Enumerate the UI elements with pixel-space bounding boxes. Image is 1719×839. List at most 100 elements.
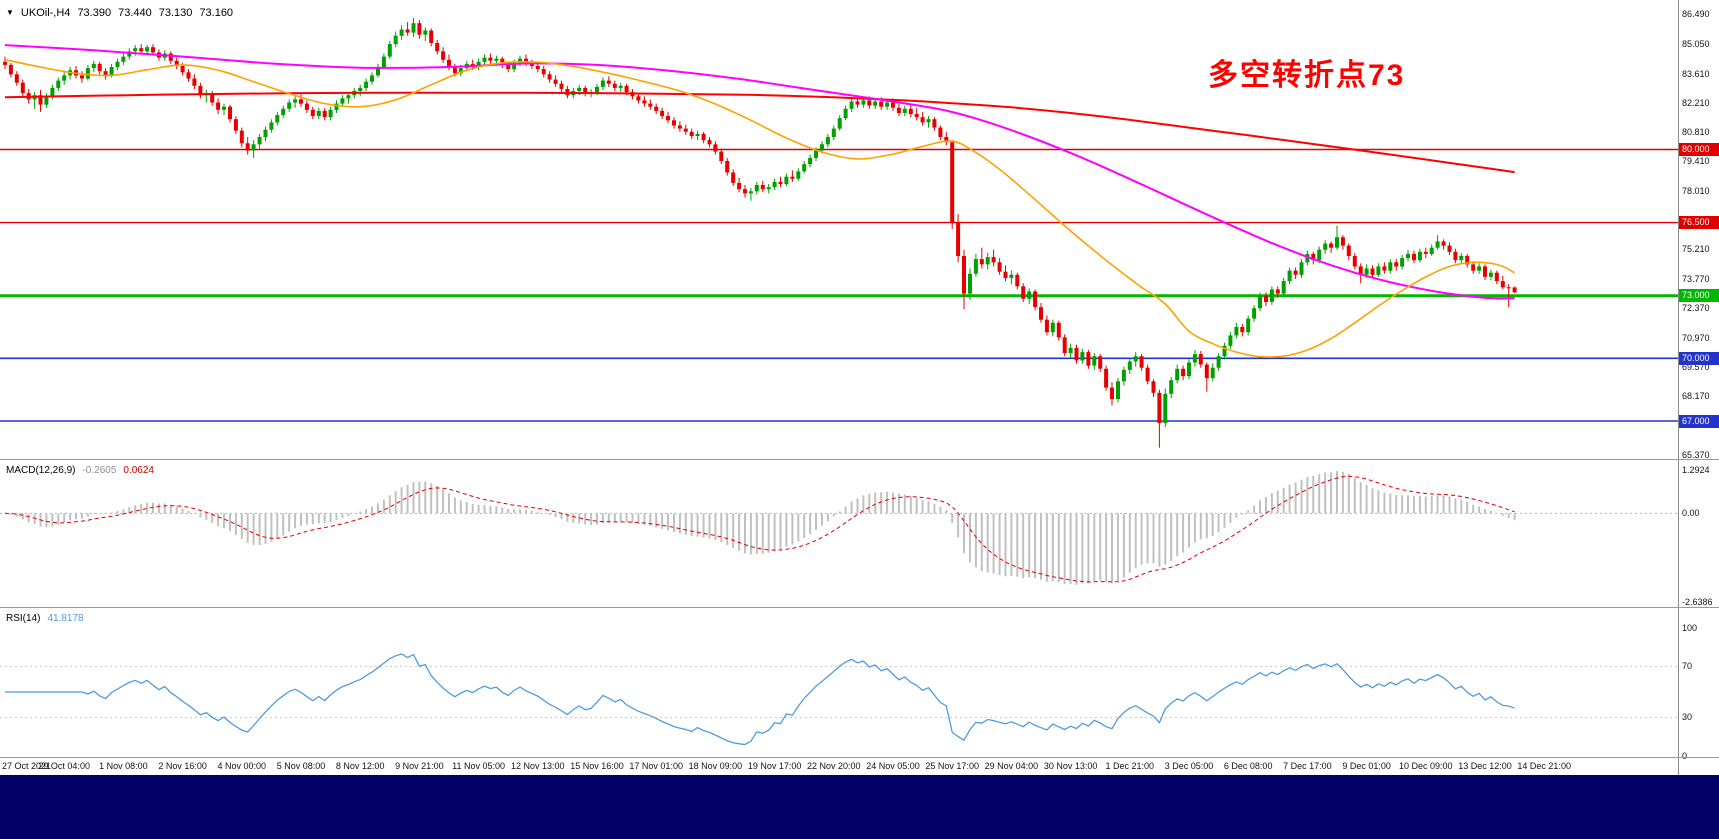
candle bbox=[790, 176, 795, 179]
price-level-tag[interactable]: 67.000 bbox=[1679, 414, 1719, 428]
candle bbox=[1210, 367, 1215, 379]
candle bbox=[808, 157, 813, 165]
price-axis-label: 82.210 bbox=[1682, 97, 1710, 108]
price-axis-label: 65.370 bbox=[1682, 449, 1710, 460]
candle bbox=[814, 150, 818, 158]
price-axis-label: 68.170 bbox=[1682, 391, 1710, 401]
candle bbox=[458, 68, 463, 74]
candle bbox=[304, 103, 309, 110]
candle bbox=[1198, 354, 1203, 365]
time-axis-label: 13 Dec 12:00 bbox=[1458, 761, 1512, 771]
candle bbox=[914, 114, 919, 118]
ohlc-open: 73.390 bbox=[77, 7, 112, 19]
candle bbox=[985, 257, 990, 265]
macd-plot[interactable] bbox=[0, 460, 1678, 608]
candle bbox=[287, 102, 292, 109]
candle bbox=[1133, 356, 1138, 362]
main-plot[interactable] bbox=[0, 0, 1678, 460]
candle bbox=[713, 144, 718, 152]
candle bbox=[1003, 271, 1008, 278]
candle bbox=[1293, 270, 1298, 275]
candle bbox=[1423, 251, 1428, 254]
candle bbox=[1027, 291, 1032, 299]
candle bbox=[873, 101, 878, 106]
time-axis-label: 30 Nov 13:00 bbox=[1043, 761, 1098, 771]
candle bbox=[1169, 380, 1174, 394]
candle bbox=[447, 59, 451, 67]
price-level-tag[interactable]: 76.500 bbox=[1679, 216, 1719, 230]
candle bbox=[1506, 287, 1511, 289]
candle bbox=[1364, 268, 1369, 275]
candle bbox=[541, 69, 546, 75]
price-level-tag[interactable]: 80.000 bbox=[1679, 143, 1719, 156]
candle bbox=[642, 100, 647, 104]
price-axis-label: 69.570 bbox=[1682, 361, 1710, 372]
candle bbox=[837, 118, 842, 129]
candle bbox=[1050, 322, 1055, 333]
candle bbox=[1412, 253, 1416, 261]
candle bbox=[891, 102, 895, 108]
price-level-tag[interactable]: 70.000 bbox=[1679, 351, 1719, 365]
candle bbox=[8, 64, 13, 75]
candle bbox=[1145, 367, 1150, 382]
candle bbox=[1015, 274, 1020, 287]
candle bbox=[908, 108, 913, 114]
candle bbox=[962, 256, 966, 294]
time-axis-label: 29 Nov 04:00 bbox=[984, 761, 1039, 771]
candle bbox=[251, 144, 256, 151]
time-axis-label: 9 Dec 01:00 bbox=[1342, 761, 1391, 771]
candle bbox=[512, 62, 517, 70]
candle bbox=[1275, 289, 1280, 294]
panel-separator[interactable] bbox=[0, 607, 1719, 608]
candle bbox=[754, 185, 759, 192]
macd-signal-line bbox=[4, 475, 1515, 583]
candle bbox=[417, 23, 422, 35]
rsi-panel[interactable]: RSI(14) 41.8178 bbox=[0, 608, 1678, 758]
bottom-strip bbox=[0, 775, 1719, 839]
ma-medium-magenta[interactable] bbox=[4, 44, 1515, 300]
collapse-triangle-icon[interactable]: ▼ bbox=[6, 8, 14, 17]
price-axis-label: 85.050 bbox=[1682, 38, 1710, 49]
candle bbox=[56, 80, 61, 88]
time-axis-label: 29 Oct 04:00 bbox=[38, 761, 90, 771]
time-axis-label: 7 Dec 17:00 bbox=[1283, 761, 1332, 771]
price-axis[interactable]: 86.490 85.050 83.610 82.210 80.810 79.410 78.0… bbox=[1678, 0, 1719, 775]
candle bbox=[660, 110, 665, 117]
candle bbox=[689, 131, 694, 136]
panel-separator[interactable] bbox=[0, 459, 1719, 460]
candle bbox=[932, 119, 937, 128]
candle bbox=[666, 116, 670, 121]
annotation-text[interactable]: 多空转折点73 bbox=[1208, 59, 1406, 92]
ohlc-close: 73.160 bbox=[199, 7, 234, 19]
ma-slow-red[interactable] bbox=[4, 91, 1515, 174]
candle bbox=[1281, 281, 1286, 294]
panel-separator bbox=[0, 757, 1719, 758]
macd-header: MACD(12,26,9) -0.2605 0.0624 bbox=[6, 465, 154, 476]
candle bbox=[1121, 369, 1126, 382]
candle bbox=[1104, 368, 1109, 388]
main-chart-panel[interactable]: ▼ UKOil-,H4 73.390 73.440 73.130 73.160 多空转折点… bbox=[0, 0, 1678, 460]
candle bbox=[97, 63, 102, 72]
candle bbox=[1323, 243, 1328, 250]
candle bbox=[1382, 266, 1387, 271]
candle bbox=[1181, 368, 1186, 377]
macd-panel[interactable]: MACD(12,26,9) -0.2605 0.0624 bbox=[0, 460, 1678, 608]
rsi-plot[interactable] bbox=[0, 608, 1678, 758]
candle bbox=[488, 57, 493, 61]
candle bbox=[127, 51, 132, 57]
candle bbox=[553, 79, 558, 84]
price-level-tag[interactable]: 73.000 bbox=[1679, 289, 1719, 303]
candle bbox=[1471, 264, 1476, 271]
candle bbox=[1033, 291, 1038, 308]
ma-fast-orange[interactable] bbox=[4, 58, 1515, 358]
candle bbox=[1039, 307, 1043, 320]
candle bbox=[701, 133, 706, 141]
rsi-axis-label: 100 bbox=[1682, 622, 1698, 633]
ohlc-high: 73.440 bbox=[118, 7, 152, 19]
candle bbox=[299, 99, 303, 104]
candle bbox=[1494, 272, 1499, 282]
candle bbox=[559, 83, 564, 89]
candle bbox=[677, 125, 682, 129]
candle bbox=[1264, 295, 1268, 302]
candle bbox=[340, 98, 345, 104]
